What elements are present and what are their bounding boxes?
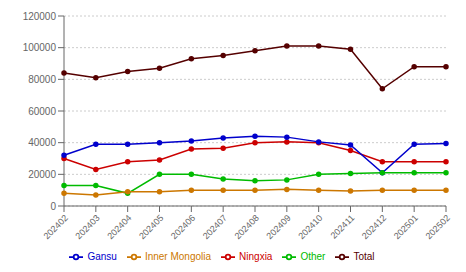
svg-text:202409: 202409 [264, 213, 292, 241]
svg-text:202405: 202405 [137, 213, 165, 241]
svg-text:202410: 202410 [296, 213, 324, 241]
svg-text:202406: 202406 [169, 213, 197, 241]
svg-text:202411: 202411 [329, 213, 357, 241]
svg-text:202502: 202502 [424, 213, 452, 241]
svg-text:202407: 202407 [201, 213, 229, 241]
svg-text:202403: 202403 [73, 213, 101, 241]
svg-text:202412: 202412 [360, 213, 388, 241]
svg-text:40000: 40000 [28, 137, 56, 148]
html-text:Total: Total [353, 250, 375, 262]
svg-text:202402: 202402 [42, 213, 70, 241]
svg-text:0: 0 [50, 201, 56, 212]
svg-text:202501: 202501 [392, 213, 420, 241]
svg-text:20000: 20000 [28, 169, 56, 180]
html-text:Other: Other [300, 250, 326, 262]
svg-text:202408: 202408 [233, 213, 261, 241]
svg-text:120000: 120000 [23, 11, 57, 22]
html-text:Ningxia: Ningxia [239, 250, 273, 262]
svg-text:100000: 100000 [23, 42, 57, 53]
svg-text:60000: 60000 [28, 106, 56, 117]
html-text:Inner Mongolia: Inner Mongolia [144, 250, 212, 262]
svg-text:202404: 202404 [105, 213, 133, 241]
svg-text:80000: 80000 [28, 74, 56, 85]
html-text:Gansu: Gansu [87, 250, 117, 262]
